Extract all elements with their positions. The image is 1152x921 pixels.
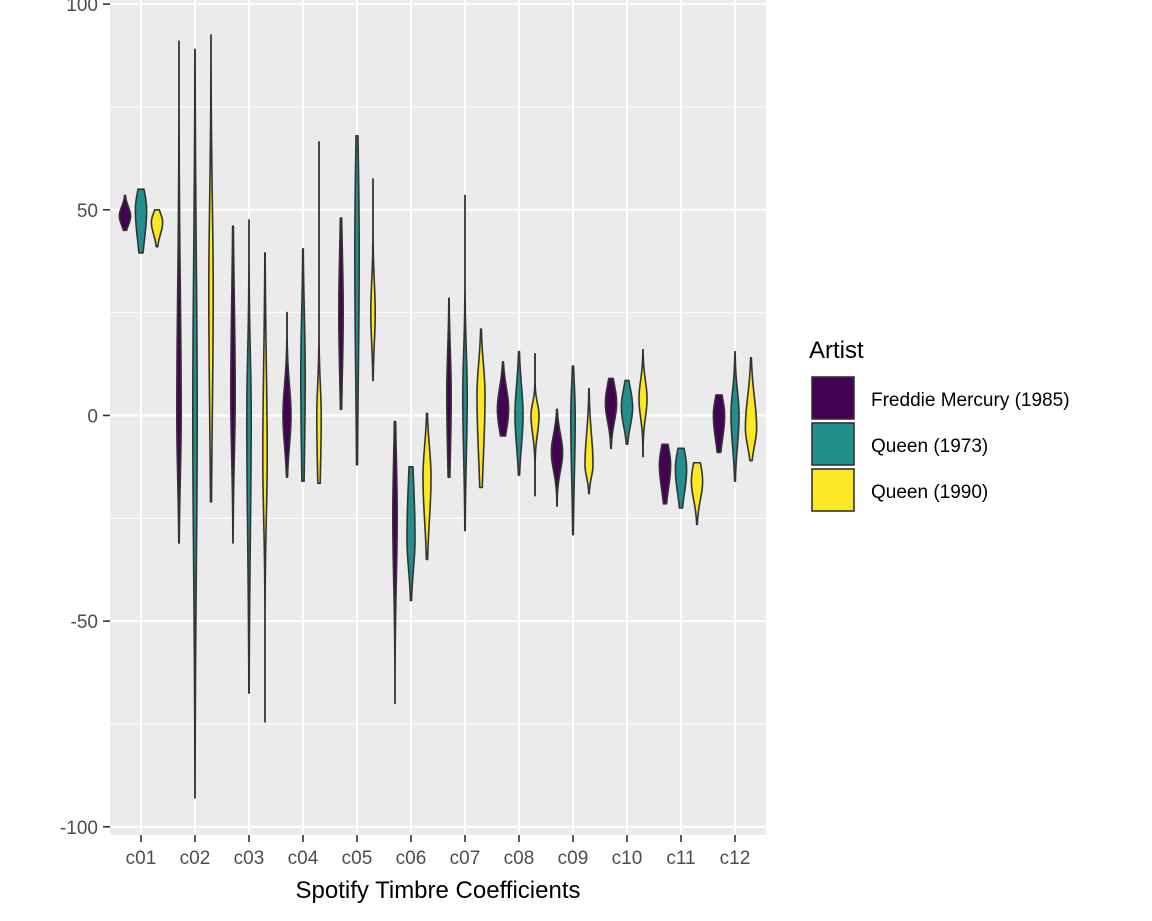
violin-shape: [604, 377, 618, 450]
violin-series: [134, 48, 740, 799]
y-tick-label: 0: [87, 406, 98, 427]
violin-shape: [176, 40, 182, 544]
violin-shape: [406, 466, 416, 602]
x-tick-label: c11: [666, 848, 695, 869]
y-tick-label: -100: [60, 818, 98, 839]
violin-shape: [370, 178, 376, 382]
y-axis: -100 -50 0 50 100: [60, 0, 110, 839]
legend-swatch: [811, 422, 855, 466]
y-tick-label: -50: [71, 612, 98, 633]
violin-shape: [550, 408, 564, 507]
violin-shape: [208, 34, 214, 503]
violin-shape: [150, 208, 164, 248]
violin-shape: [230, 225, 236, 544]
violin-shape: [496, 361, 510, 437]
violin-shape: [300, 248, 306, 483]
x-tick-label: c01: [126, 848, 157, 869]
violin-shape: [462, 194, 468, 532]
violin-shape: [392, 420, 398, 705]
legend: Artist Freddie Mercury (1985) Queen (1973…: [809, 337, 1070, 512]
x-tick-label: c06: [396, 848, 427, 869]
violin-shape: [422, 412, 432, 561]
violin-shape: [514, 350, 524, 476]
x-axis: c01 c02 c03 c04 c05 c06 c07 c08 c09 c10 c11 c12: [126, 835, 751, 869]
y-tick-label: 100: [66, 0, 98, 16]
violin-shape: [262, 252, 268, 723]
violin-shape: [712, 394, 726, 454]
x-tick-label: c04: [288, 848, 319, 869]
violin-shape: [584, 387, 594, 495]
violin-layer: [118, 34, 758, 799]
plot-panel: [110, 0, 766, 835]
violin-shape: [530, 352, 540, 497]
violin-shape: [446, 297, 452, 478]
violin-shape: [316, 141, 322, 485]
violin-shape: [570, 365, 576, 536]
legend-title: Artist: [809, 337, 864, 364]
y-tick-label: 50: [77, 201, 98, 222]
x-tick-label: c09: [558, 848, 589, 869]
violin-shape: [118, 194, 132, 232]
x-axis-title: Spotify Timbre Coefficients: [295, 877, 580, 904]
x-tick-label: c03: [234, 848, 265, 869]
violin-shape: [338, 217, 344, 411]
x-tick-label: c05: [342, 848, 373, 869]
legend-label: Freddie Mercury (1985): [871, 390, 1070, 411]
violin-shape: [658, 443, 672, 505]
violin-series: [118, 40, 726, 705]
violin-shape: [620, 379, 634, 446]
legend-label: Queen (1990): [871, 482, 988, 503]
violin-shape: [246, 219, 252, 694]
violin-shape: [744, 357, 758, 462]
violin-shape: [638, 348, 648, 458]
violin-shape: [134, 188, 148, 254]
x-tick-label: c08: [504, 848, 535, 869]
legend-swatch: [811, 468, 855, 512]
violin-shape: [476, 328, 486, 489]
violin-shape: [282, 311, 292, 478]
violin-shape: [192, 48, 198, 799]
violin-shape: [354, 134, 360, 466]
x-tick-label: c07: [450, 848, 481, 869]
legend-swatch: [811, 376, 855, 420]
legend-label: Queen (1973): [871, 436, 988, 457]
violin-shape: [730, 350, 740, 483]
x-tick-label: c12: [720, 848, 751, 869]
violin-series: [150, 34, 758, 723]
violin-shape: [674, 447, 688, 509]
x-tick-label: c10: [612, 848, 643, 869]
x-tick-label: c02: [180, 848, 211, 869]
violin-shape: [690, 461, 704, 526]
